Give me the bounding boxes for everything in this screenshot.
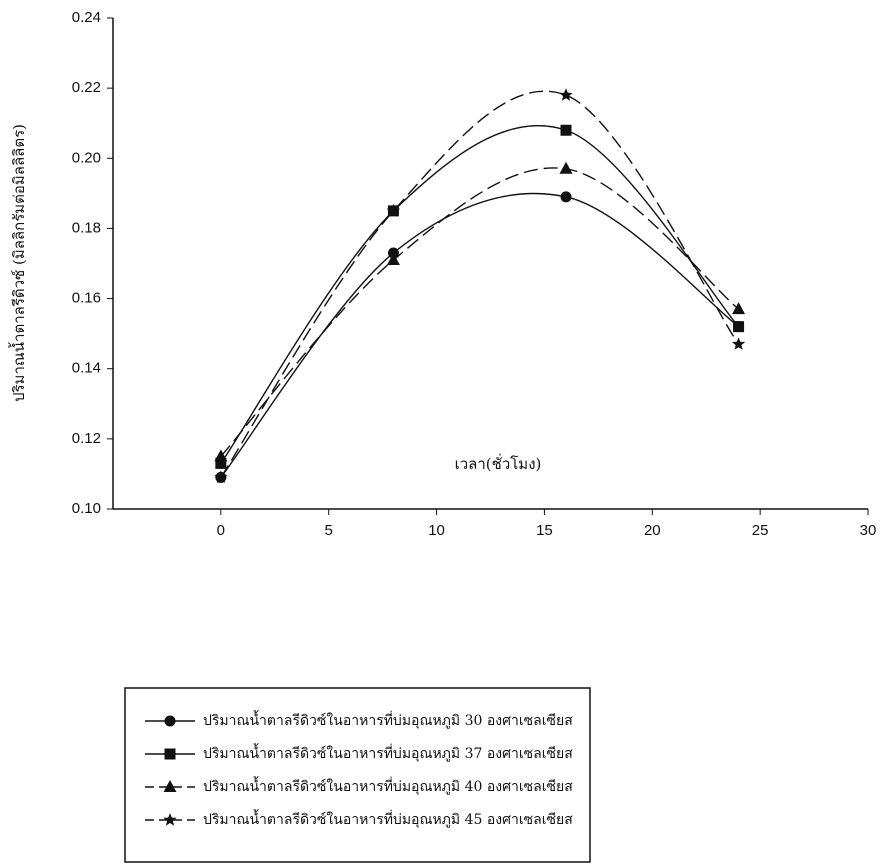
x-axis-title: เวลา(ชั่วโมง) <box>455 453 542 473</box>
chart: ปริมาณน้ำตาลรีดิวซ์ (มิลลิกรัมต่อมิลลิลิ… <box>0 0 886 864</box>
y-tick-label: 0.20 <box>72 149 101 166</box>
y-tick-label: 0.14 <box>72 360 101 377</box>
x-tick-label: 20 <box>644 522 661 539</box>
legend-marker <box>165 716 176 727</box>
series-line <box>221 193 739 477</box>
x-tick-label: 0 <box>217 522 225 539</box>
x-tick-label: 10 <box>428 522 445 539</box>
y-tick-label: 0.22 <box>72 79 101 96</box>
series-line <box>221 168 739 456</box>
x-tick-label: 30 <box>860 522 877 539</box>
legend-marker <box>165 749 176 760</box>
legend-label: ปริมาณน้ำตาลรีดิวซ์ในอาหารที่บ่มอุณหภูมิ… <box>203 809 573 828</box>
y-tick-label: 0.24 <box>72 9 101 26</box>
y-tick-label: 0.12 <box>72 430 101 447</box>
data-point <box>732 337 745 350</box>
data-point <box>560 162 573 174</box>
series-line <box>221 91 739 477</box>
data-point <box>561 125 572 136</box>
y-axis-title: ปริมาณน้ำตาลรีดิวซ์ (มิลลิกรัมต่อมิลลิลิ… <box>8 124 28 402</box>
y-tick-label: 0.10 <box>72 500 101 517</box>
data-point <box>732 302 745 314</box>
x-tick-label: 15 <box>536 522 553 539</box>
data-point <box>733 321 744 332</box>
legend-label: ปริมาณน้ำตาลรีดิวซ์ในอาหารที่บ่มอุณหภูมิ… <box>203 710 573 729</box>
data-point <box>561 191 572 202</box>
legend-label: ปริมาณน้ำตาลรีดิวซ์ในอาหารที่บ่มอุณหภูมิ… <box>203 743 573 762</box>
y-tick-label: 0.18 <box>72 219 101 236</box>
x-tick-label: 25 <box>752 522 769 539</box>
series-line <box>221 126 739 464</box>
legend-label: ปริมาณน้ำตาลรีดิวซ์ในอาหารที่บ่มอุณหภูมิ… <box>203 776 573 795</box>
data-point <box>559 88 572 101</box>
page: {"chart_data": {"type": "line", "y_label… <box>0 0 886 864</box>
x-tick-label: 5 <box>325 522 333 539</box>
y-tick-label: 0.16 <box>72 290 101 307</box>
